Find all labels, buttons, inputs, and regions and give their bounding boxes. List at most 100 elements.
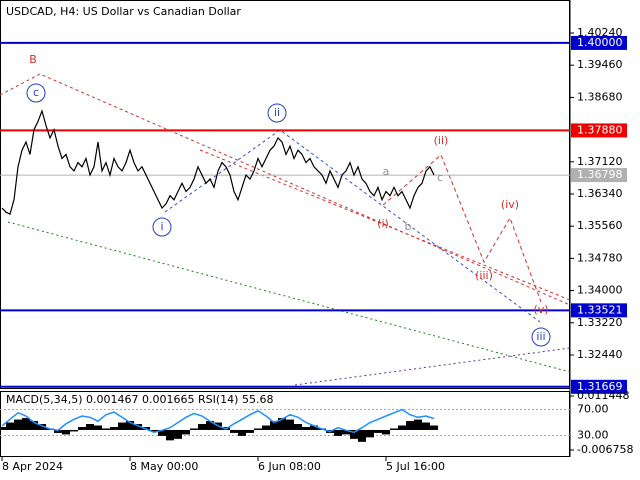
macd-bar	[230, 429, 238, 433]
wave-line	[164, 129, 541, 323]
level-label: 1.31669	[577, 380, 623, 393]
y2-tick-label: 70.00	[577, 403, 609, 416]
level-label: 1.40000	[577, 36, 623, 49]
macd-bar	[238, 429, 246, 436]
wave-label: (v)	[533, 303, 548, 316]
chart-title: USDCAD, H4: US Dollar vs Canadian Dollar	[6, 5, 241, 18]
forecast-path	[382, 154, 542, 303]
rsi-line	[1, 408, 435, 434]
macd-bar	[342, 429, 350, 435]
x-tick-label: 8 May 00:00	[130, 460, 198, 473]
level-tag	[571, 35, 627, 50]
support-line	[294, 347, 571, 386]
macd-bar	[134, 424, 142, 430]
macd-bar	[110, 426, 118, 430]
macd-bar	[182, 429, 190, 435]
macd-bar	[54, 429, 62, 433]
wave-label: c	[437, 171, 443, 184]
macd-bar	[118, 422, 126, 430]
macd-bar	[70, 429, 78, 432]
macd-bar	[390, 428, 398, 430]
x-tick-label: 6 Jun 08:00	[258, 460, 321, 473]
wave-circle	[531, 327, 551, 347]
trend-lines	[0, 73, 571, 386]
macd-bar	[78, 426, 86, 430]
macd-bar	[294, 424, 302, 430]
macd-bar	[366, 429, 374, 438]
macd-bar	[422, 422, 430, 430]
level-tag	[571, 303, 627, 318]
wave-label: (iii)	[475, 269, 493, 282]
macd-bar	[62, 429, 70, 435]
level-label: 1.33521	[577, 303, 623, 316]
macd-bar	[86, 424, 94, 430]
y-tick-label: 1.40240	[577, 26, 623, 39]
macd-bar	[190, 428, 198, 430]
macd-bar	[246, 429, 254, 433]
macd-bar	[206, 421, 214, 430]
macd-bar	[334, 429, 342, 436]
level-label: 1.36798	[577, 168, 623, 181]
macd-bar	[0, 426, 6, 430]
indicator-title: MACD(5,34,5) 0.001467 0.001665 RSI(14) 5…	[6, 393, 273, 406]
macd-bar	[310, 425, 318, 430]
macd-bar	[278, 418, 286, 430]
macd-bar	[198, 424, 206, 430]
level-tag	[571, 123, 627, 138]
price-line	[1, 109, 435, 216]
wave-label: c	[33, 86, 39, 99]
wave-label: iii	[536, 330, 545, 343]
macd-bar	[302, 426, 310, 430]
level-tag	[571, 379, 627, 394]
level-tag	[571, 168, 627, 183]
wave-circle	[267, 103, 287, 123]
macd-bar	[350, 429, 358, 439]
support-line	[7, 221, 571, 373]
macd-bar	[102, 428, 110, 430]
y-tick-label: 1.33220	[577, 316, 623, 329]
macd-bar	[398, 425, 406, 430]
wave-label: ii	[274, 106, 280, 119]
macd-bar	[382, 429, 390, 435]
wave-circle	[26, 83, 46, 103]
macd-bar	[38, 424, 46, 430]
main-panel	[0, 0, 570, 389]
macd-bar	[374, 429, 382, 433]
macd-bar	[126, 421, 134, 430]
macd-bar	[158, 429, 166, 436]
macd-bar	[358, 429, 366, 442]
macd-bar	[286, 419, 294, 430]
macd-bar	[22, 418, 30, 430]
y-tick-label: 1.32440	[577, 348, 623, 361]
y-tick-label: 1.38680	[577, 90, 623, 103]
y-tick-label: 1.36340	[577, 187, 623, 200]
x-tick-label: 5 Jul 16:00	[386, 460, 445, 473]
macd-bar	[94, 425, 102, 430]
macd-bar	[174, 429, 182, 439]
y-tick-label: 1.37120	[577, 155, 623, 168]
y-tick-label: 1.34780	[577, 251, 623, 264]
macd-bar	[14, 419, 22, 430]
macd-bar	[406, 421, 414, 430]
wave-label: (ii)	[434, 134, 449, 147]
y-tick-label: 1.35560	[577, 219, 623, 232]
y-tick-label: 1.39460	[577, 58, 623, 71]
macd-bar	[166, 429, 174, 441]
y-tick-label: 0.011448	[577, 389, 630, 402]
macd-bar	[150, 429, 158, 432]
macd-bar	[262, 425, 270, 430]
level-label: 1.37880	[577, 123, 623, 136]
wave-circle	[152, 217, 172, 237]
macd-bar	[430, 425, 438, 430]
wave-label: a	[383, 165, 390, 178]
macd-bar	[254, 428, 262, 430]
macd-bar	[270, 421, 278, 430]
y-tick-label: 1.34000	[577, 284, 623, 297]
y-tick-label: -0.006758	[577, 443, 633, 456]
wave-label: (iv)	[501, 198, 519, 211]
wave-label: B	[29, 53, 37, 66]
macd-bar	[30, 421, 38, 430]
wave-label: (i)	[377, 217, 389, 230]
y2-tick-label: 30.00	[577, 429, 609, 442]
